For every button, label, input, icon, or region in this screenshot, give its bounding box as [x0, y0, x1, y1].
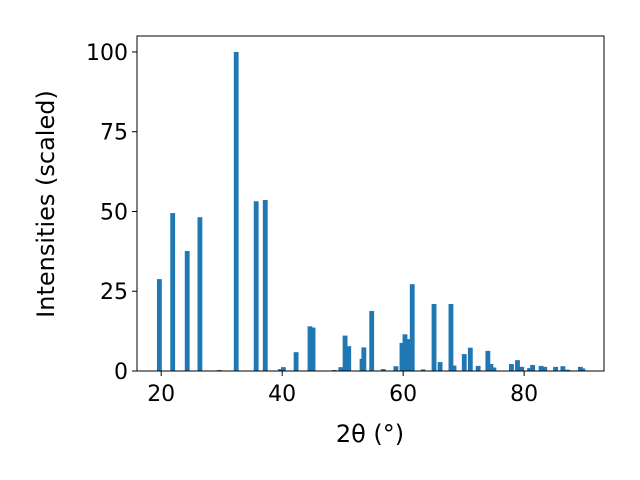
- bar: [346, 346, 352, 371]
- bar: [409, 284, 415, 371]
- bar: [184, 251, 190, 371]
- y-tick-label: 0: [114, 360, 128, 385]
- plot-frame: [136, 35, 605, 372]
- bar: [451, 365, 457, 371]
- x-tick-label: 40: [268, 382, 296, 407]
- y-tick-label: 100: [86, 41, 128, 66]
- bar: [538, 365, 544, 371]
- bar: [310, 327, 316, 371]
- bar: [527, 368, 533, 371]
- bar: [277, 369, 283, 371]
- bar: [420, 369, 426, 371]
- bar: [530, 364, 536, 371]
- bar: [515, 360, 520, 371]
- bar: [431, 304, 437, 371]
- bar: [406, 339, 412, 371]
- bar: [485, 350, 491, 371]
- bar: [542, 366, 548, 371]
- x-tick-label: 80: [510, 382, 538, 407]
- bar: [461, 354, 467, 371]
- bar: [293, 352, 299, 371]
- y-axis-label: Intensities (scaled): [32, 90, 60, 318]
- x-tick-label: 60: [389, 382, 417, 407]
- bar: [342, 335, 348, 371]
- bar: [437, 362, 443, 371]
- bar: [280, 367, 286, 371]
- bar: [475, 365, 481, 371]
- x-tick-label: 20: [147, 382, 175, 407]
- y-tick-label: 75: [100, 121, 128, 146]
- bar: [519, 366, 525, 371]
- bar: [380, 369, 386, 371]
- bar: [262, 199, 268, 371]
- y-tick-label: 50: [100, 200, 128, 225]
- bar: [170, 213, 176, 371]
- bar: [448, 304, 454, 371]
- bar: [509, 363, 514, 371]
- bar: [156, 279, 162, 371]
- bar: [488, 363, 494, 371]
- x-axis-label: 2θ (°): [336, 420, 404, 448]
- bar: [338, 367, 344, 371]
- bar: [402, 334, 408, 371]
- bar: [491, 367, 497, 371]
- bar: [253, 201, 259, 371]
- y-tick-label: 25: [100, 280, 128, 305]
- bar: [307, 326, 313, 371]
- bar: [361, 347, 367, 371]
- bar: [565, 369, 571, 371]
- bar: [580, 368, 586, 371]
- bar: [399, 342, 405, 371]
- bar: [369, 311, 375, 371]
- bar: [560, 366, 566, 371]
- bar: [393, 366, 399, 371]
- bar: [233, 51, 239, 371]
- bar: [197, 217, 203, 371]
- bar: [553, 366, 559, 371]
- bar: [467, 347, 473, 371]
